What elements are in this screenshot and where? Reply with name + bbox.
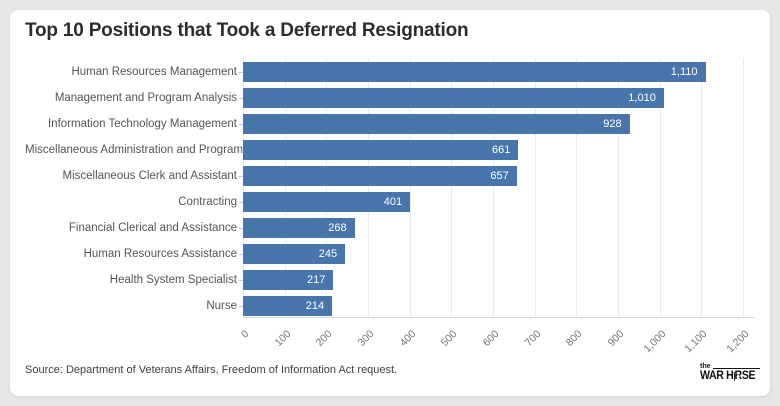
logo-rule	[712, 368, 760, 369]
bar: 214	[243, 296, 333, 316]
logo-word-start: WAR H	[700, 370, 734, 382]
gridline	[493, 58, 494, 317]
bar-value-label: 657	[490, 170, 509, 182]
bar-track: 401	[243, 192, 770, 212]
category-tick-mark	[239, 175, 243, 177]
gridline	[743, 58, 744, 317]
gridline	[618, 58, 619, 317]
bar-value-label: 268	[328, 222, 347, 234]
category-label: Financial Clerical and Assistance	[68, 222, 237, 234]
chart-card: Top 10 Positions that Took a Deferred Re…	[10, 10, 770, 396]
category-tick-mark	[239, 71, 243, 73]
category-label: Management and Program Analysis	[54, 92, 237, 104]
bar-track: 928	[243, 114, 770, 134]
bar-rows: Human Resources Management 1,110 Managemen…	[25, 62, 770, 322]
bar-row: Miscellaneous Administration and Program…	[25, 140, 770, 160]
bar-row: Human Resources Management 1,110	[25, 62, 770, 82]
bar-track: 217	[243, 270, 770, 290]
grid-layer	[243, 58, 755, 317]
bar-row: Contracting 401	[25, 192, 770, 212]
gridline	[243, 58, 244, 317]
category-label: Nurse	[206, 300, 237, 312]
bar-value-label: 1,010	[628, 92, 656, 104]
logo-word-end: RSE	[734, 370, 756, 382]
bar-track: 657	[243, 166, 770, 186]
bar-row: Management and Program Analysis 1,010	[25, 88, 770, 108]
category-tick-mark	[239, 201, 243, 203]
bar: 217	[243, 270, 334, 290]
gridline	[701, 58, 703, 317]
category-tick-mark	[239, 149, 243, 151]
bar-value-label: 928	[603, 118, 622, 130]
bar-row: Information Technology Management 928	[25, 114, 770, 134]
category-label: Contracting	[178, 196, 237, 208]
bar-track: 245	[243, 244, 770, 264]
bar-track: 268	[243, 218, 770, 238]
bar-row: Nurse 214	[25, 296, 770, 316]
bar: 1,110	[243, 62, 706, 82]
bar-value-label: 217	[307, 274, 326, 286]
category-tick-mark	[239, 279, 243, 281]
bar: 661	[243, 140, 519, 160]
bar-value-label: 214	[305, 300, 325, 312]
gridline	[576, 58, 578, 317]
chart-title: Top 10 Positions that Took a Deferred Re…	[25, 20, 469, 41]
bar-track: 214	[243, 296, 770, 316]
gridline	[326, 58, 328, 317]
logo-wordmark: WAR H RSE	[700, 370, 756, 382]
gridline	[534, 58, 536, 317]
gridline	[451, 58, 453, 317]
source-note: Source: Department of Veterans Affairs, …	[25, 364, 398, 376]
gridline	[409, 58, 411, 317]
bar-value-label: 245	[318, 248, 338, 260]
war-horse-logo: the WAR H RSE	[700, 363, 760, 382]
gridline	[368, 58, 369, 317]
bar-value-label: 401	[383, 196, 403, 208]
bar-row: Financial Clerical and Assistance 268	[25, 218, 770, 238]
bar: 401	[243, 192, 411, 212]
gridline	[284, 58, 286, 317]
bar: 1,010	[243, 88, 664, 108]
gridline	[659, 58, 661, 317]
bar: 245	[243, 244, 346, 264]
category-label: Miscellaneous Clerk and Assistant	[62, 170, 238, 182]
bar-track: 661	[243, 140, 770, 160]
logo-the-line: the	[700, 363, 760, 370]
x-axis-line	[243, 317, 755, 318]
category-tick-mark	[239, 123, 243, 125]
category-tick-mark	[239, 97, 243, 99]
category-label: Information Technology Management	[47, 118, 237, 130]
bar-track: 1,010	[243, 88, 770, 108]
category-label: Human Resources Management	[71, 66, 237, 78]
category-tick-mark	[239, 253, 243, 255]
logo-the-text: the	[700, 363, 711, 370]
bar-row: Health System Specialist 217	[25, 270, 770, 290]
category-tick-mark	[239, 305, 243, 307]
category-label: Health System Specialist	[109, 274, 237, 286]
category-tick-mark	[239, 227, 243, 229]
bar-value-label: 1,110	[670, 66, 698, 78]
bar-track: 1,110	[243, 62, 770, 82]
x-axis-labels: 0 100 200 300 400 500 600 700 800 900 1,000 1,100 1,…	[239, 320, 755, 362]
category-label: Human Resources Assistance	[83, 248, 237, 260]
bar: 268	[243, 218, 355, 238]
bar-value-label: 661	[492, 144, 511, 156]
bar: 657	[243, 166, 517, 186]
bar-row: Miscellaneous Clerk and Assistant 657	[25, 166, 770, 186]
bar-row: Human Resources Assistance 245	[25, 244, 770, 264]
category-label: Miscellaneous Administration and Program	[25, 144, 243, 156]
bar-chart: Human Resources Management 1,110 Managemen…	[25, 58, 770, 362]
bar: 928	[243, 114, 630, 134]
